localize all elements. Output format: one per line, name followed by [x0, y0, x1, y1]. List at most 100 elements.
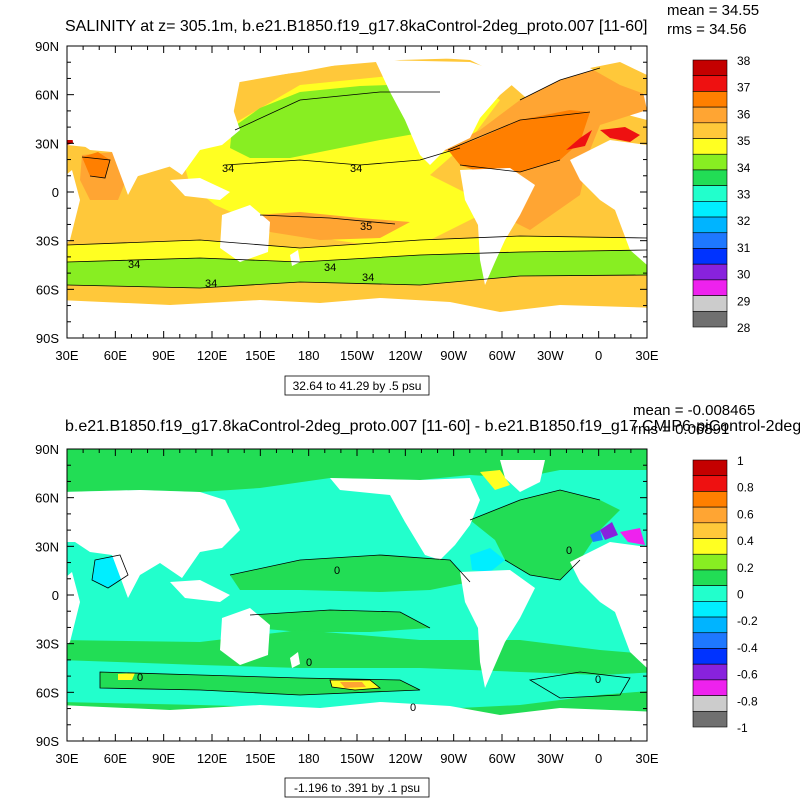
y-tick-label: 60N: [35, 491, 59, 506]
p2-contour-f: [528, 671, 631, 699]
panel-2-range-label: -1.196 to .391 by .1 psu: [294, 781, 420, 795]
colorbar-swatch: [692, 632, 728, 649]
p1-contour-h: [459, 159, 561, 173]
colorbar-label: -0.4: [737, 641, 758, 655]
panel-1-yticks: 90N 60N 30N 0 30S 60S 90S: [35, 39, 647, 346]
colorbar-label: 38: [737, 54, 751, 68]
p1-greenland: [500, 58, 545, 90]
p1-antarctica-edge: [67, 298, 647, 320]
p1-southern-green: [67, 250, 647, 288]
colorbar-swatch: [692, 506, 728, 524]
colorbar-label: 0.2: [737, 561, 754, 575]
panel-2-field: 0 0 0 0 0 0: [67, 449, 647, 741]
p2-clabel-1: 0: [334, 565, 340, 577]
panel-2-rms: rms = 0.06891: [633, 421, 729, 438]
y-tick-label: 30N: [35, 539, 59, 554]
colorbar-swatch: [692, 616, 728, 634]
colorbar-label: -0.6: [737, 668, 758, 682]
p2-indonesia: [170, 580, 230, 602]
colorbar-label: 0.4: [737, 534, 754, 548]
p2-atl-green: [470, 490, 620, 580]
p2-acc-yellow2: [118, 673, 135, 680]
p2-africa-right: [570, 542, 647, 668]
p1-contour-f: [67, 274, 647, 289]
colorbar-swatch: [692, 169, 728, 186]
p2-clabel-5: 0: [595, 674, 601, 686]
colorbar-swatch: [692, 185, 728, 202]
colorbar-swatch: [692, 232, 728, 249]
p2-namerica: [330, 478, 480, 560]
p2-spac-green: [250, 610, 430, 632]
panel-1-rms: rms = 34.56: [667, 21, 747, 38]
p1-clabel-2: 34: [350, 163, 362, 175]
p1-nsea: [590, 62, 647, 95]
x-tick-label: 0: [595, 751, 602, 766]
panel-2-colorbar: 1 0.8 0.6 0.4 0.2 0 -0.2 -0.4 -0.6 -0.8 -1: [692, 454, 758, 735]
colorbar-swatch: [692, 569, 728, 586]
p2-atl-yellow: [480, 470, 510, 490]
colorbar-swatch: [692, 663, 728, 681]
colorbar-swatch: [692, 710, 728, 728]
colorbar-swatch: [692, 459, 728, 477]
colorbar-swatch: [692, 59, 728, 77]
p2-contour-d: [469, 489, 601, 521]
x-tick-label: 90E: [152, 751, 175, 766]
p1-clabel-4: 34: [128, 259, 140, 271]
p2-greenland: [500, 460, 545, 492]
p2-australia: [220, 608, 270, 665]
panel-1-colorbar: 38 37 36 35 34 33 32 31 30 29 28: [692, 54, 751, 335]
p2-africa: [67, 572, 80, 645]
x-tick-label: 150E: [245, 751, 276, 766]
x-tick-label: 30E: [635, 348, 658, 363]
colorbar-label: 33: [737, 188, 751, 202]
y-tick-label: 60N: [35, 88, 59, 103]
p1-contour-j: [81, 156, 111, 179]
p1-spac-orange: [255, 212, 410, 240]
p2-antarctica-edge: [67, 702, 647, 722]
p1-clabel-5: 34: [324, 262, 336, 274]
p1-contour-e: [67, 249, 647, 263]
p2-blue: [590, 530, 603, 542]
panel-1-xticks: 30E 60E 90E 120E 150E 180 150W 120W 90W 60W 30W 0 30…: [55, 46, 659, 363]
colorbar-label: -0.2: [737, 614, 758, 628]
y-tick-label: 90N: [35, 39, 59, 54]
p1-contour-d: [67, 235, 647, 249]
p2-med-magenta: [620, 528, 645, 545]
x-tick-label: 150W: [340, 751, 375, 766]
colorbar-label: 36: [737, 107, 751, 121]
p1-clabel-1: 34: [222, 163, 234, 175]
x-tick-label: 90E: [152, 348, 175, 363]
p2-clabel-6: 0: [410, 702, 416, 714]
colorbar-swatch: [692, 75, 728, 92]
colorbar-swatch: [692, 279, 728, 296]
p1-med-red: [566, 130, 592, 150]
panel-2-range-box: [284, 777, 430, 798]
p1-contour-c: [259, 214, 396, 225]
p1-antarctica: [67, 318, 647, 338]
p2-clabel-4: 0: [137, 672, 143, 684]
colorbar-swatch: [692, 475, 728, 492]
x-tick-label: 150W: [340, 348, 375, 363]
x-tick-label: 30E: [55, 751, 78, 766]
p2-arctic-green: [67, 449, 647, 492]
p2-antarctica: [67, 720, 647, 741]
colorbar-swatch: [692, 138, 728, 155]
p1-arabian-dark: [82, 152, 110, 178]
p2-contour-b: [249, 609, 431, 629]
x-tick-label: 120E: [197, 348, 228, 363]
colorbar-swatch: [692, 601, 728, 618]
x-tick-label: 120E: [197, 751, 228, 766]
colorbar-swatch: [692, 106, 728, 124]
colorbar-swatch: [692, 153, 728, 171]
p1-contour-g: [447, 111, 591, 151]
colorbar-label: 0: [737, 588, 744, 602]
colorbar-label: 29: [737, 294, 751, 308]
panel-2-yticks: 90N 60N 30N 0 30S 60S 90S: [35, 442, 647, 749]
p1-med-red2: [600, 127, 640, 142]
p1-atl-dark: [448, 110, 590, 172]
x-tick-label: 180: [298, 751, 320, 766]
p1-samerica: [460, 168, 535, 285]
p1-contours: [67, 67, 647, 289]
p2-contour-h: [329, 679, 382, 691]
